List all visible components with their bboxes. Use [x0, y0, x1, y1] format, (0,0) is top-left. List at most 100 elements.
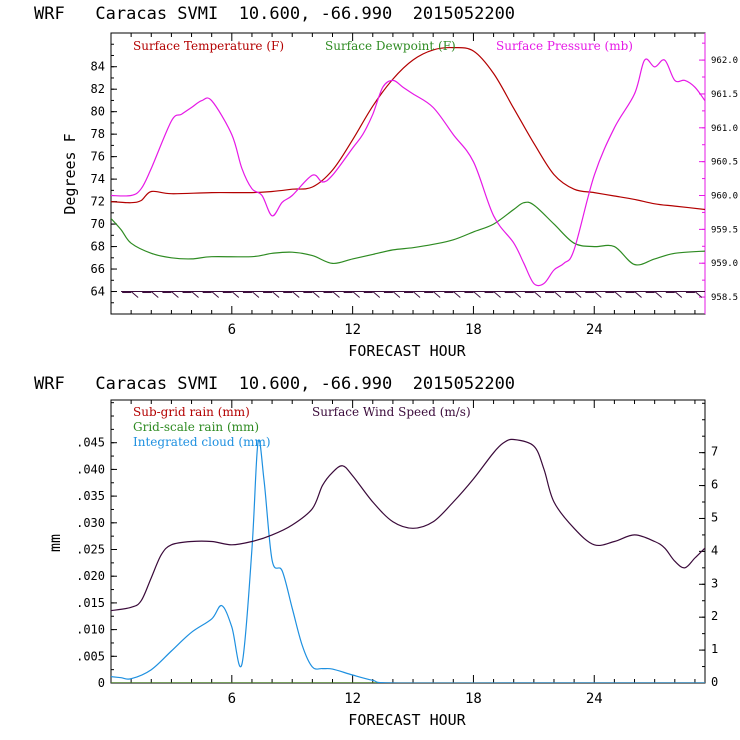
bottom-right-axis: 0 1 2 3 4 5 6 7: [699, 402, 718, 689]
bottom-left-axis: 0 .005 .010 .015 .020 .025 .030 .035 .040 .045: [76, 402, 117, 690]
wind-barb: [593, 291, 602, 298]
right-tick-label: 0: [711, 675, 718, 689]
wind-barb: [332, 291, 340, 298]
top-x-axis-label: FORECAST HOUR: [348, 342, 466, 360]
left-tick-label: .030: [76, 516, 105, 530]
wind-barb: [452, 291, 461, 298]
wind-barb: [130, 291, 139, 298]
x-tick-label: 12: [344, 691, 361, 707]
left-tick-label: .010: [76, 623, 105, 637]
wind-barbs: [121, 291, 705, 298]
left-tick-label: .015: [76, 596, 105, 610]
left-tick-label: 80: [91, 105, 105, 119]
left-tick-label: 0: [98, 676, 105, 690]
x-tick-label: 24: [586, 691, 603, 707]
left-tick-label: 70: [91, 217, 105, 231]
wind-barb: [171, 291, 179, 298]
right-tick-label: 961.5: [711, 90, 738, 100]
wind-barb: [513, 291, 522, 298]
left-tick-label: 72: [91, 195, 105, 209]
left-tick-label: .025: [76, 543, 105, 557]
wind-barb: [372, 291, 381, 298]
right-tick-label: 959.0: [711, 259, 738, 269]
wind-barb: [694, 291, 703, 298]
wind-barb: [533, 291, 542, 298]
left-tick-label: .005: [76, 649, 105, 663]
bottom-legend: Sub-grid rain (mm) Grid-scale rain (mm) …: [133, 405, 471, 449]
wind-barb: [150, 291, 159, 298]
x-tick-label: 24: [586, 322, 603, 338]
left-tick-label: 64: [91, 285, 105, 299]
x-tick-label: 6: [228, 322, 236, 338]
wind-barb: [573, 291, 582, 298]
wind-barb: [291, 291, 300, 298]
right-tick-label: 959.5: [711, 225, 738, 235]
wind-barb: [553, 291, 562, 298]
wind-barb: [352, 291, 360, 298]
right-tick-label: 962.0: [711, 56, 738, 66]
top-y-axis-label: Degrees F: [61, 133, 79, 214]
wind-barb: [191, 291, 199, 298]
left-tick-label: 82: [91, 82, 105, 96]
bottom-series-group: [111, 438, 705, 683]
left-tick-label: 76: [91, 150, 105, 164]
wind-barb: [312, 291, 320, 298]
left-tick-label: 84: [91, 60, 105, 74]
series-line-surface-temperature-f: [111, 46, 705, 211]
right-tick-label: 4: [711, 543, 718, 557]
left-tick-label: .020: [76, 569, 105, 583]
legend-integrated-cloud: Integrated cloud (mm): [133, 435, 271, 449]
legend-subgrid-rain: Sub-grid rain (mm): [133, 405, 250, 419]
wind-barb: [392, 291, 401, 298]
legend-gridscale-rain: Grid-scale rain (mm): [133, 420, 259, 434]
right-tick-label: 6: [711, 478, 718, 492]
legend-surface-pressure: Surface Pressure (mb): [496, 39, 633, 53]
series-line-integrated-cloud-mm: [111, 439, 705, 683]
right-tick-label: 7: [711, 445, 718, 459]
bottom-panel: WRF Caracas SVMI 10.600, -66.990 2015052…: [34, 374, 718, 729]
right-tick-label: 961.0: [711, 124, 738, 134]
right-tick-label: 958.5: [711, 293, 738, 303]
series-line-surface-pressure-mb: [111, 58, 705, 287]
wind-barb: [473, 291, 481, 298]
top-x-axis: 6 12 18 24: [130, 33, 696, 338]
left-tick-label: .040: [76, 462, 105, 476]
x-tick-label: 18: [465, 322, 482, 338]
top-plot-area: 64 66 68 70 72 74 76 78 80 82 84 958.5 959.0 959.5 96…: [91, 32, 738, 338]
wind-barb: [614, 291, 622, 298]
right-tick-label: 960.0: [711, 192, 738, 202]
top-plot-frame: [110, 32, 706, 315]
left-tick-label: 68: [91, 240, 105, 254]
legend-surface-wind-speed: Surface Wind Speed (m/s): [312, 405, 471, 419]
top-right-axis-ticks: 958.5 959.0 959.5 960.0 960.5 961.0 961.5 962.0: [699, 42, 738, 303]
top-legend: Surface Temperature (F) Surface Dewpoint…: [133, 39, 633, 53]
wind-barb: [251, 291, 260, 298]
top-panel-title: WRF Caracas SVMI 10.600, -66.990 2015052…: [34, 4, 515, 24]
legend-surface-dewpoint: Surface Dewpoint (F): [325, 39, 456, 53]
x-tick-label: 18: [465, 691, 482, 707]
right-tick-label: 5: [711, 510, 718, 524]
left-tick-label: 74: [91, 172, 105, 186]
right-tick-label: 960.5: [711, 158, 738, 168]
wind-barb: [432, 291, 441, 298]
wind-barb: [654, 291, 662, 298]
right-tick-label: 1: [711, 642, 718, 656]
wind-barb: [211, 291, 220, 298]
bottom-panel-title: WRF Caracas SVMI 10.600, -66.990 2015052…: [34, 374, 515, 394]
wind-barb: [674, 291, 683, 298]
right-tick-label: 3: [711, 576, 718, 590]
bottom-x-axis-label: FORECAST HOUR: [348, 711, 466, 729]
left-tick-label: .035: [76, 489, 105, 503]
wind-barb: [493, 291, 501, 298]
wind-barb: [412, 291, 421, 298]
bottom-plot-area: 0 .005 .010 .015 .020 .025 .030 .035 .040 .045 0 1…: [76, 399, 718, 707]
wind-barb: [271, 291, 280, 298]
top-series-group: [111, 46, 705, 287]
series-line-surface-wind-speed-m-s: [111, 438, 705, 612]
x-tick-label: 12: [344, 322, 361, 338]
series-line-surface-dewpoint-f: [111, 201, 705, 266]
left-tick-label: 78: [91, 127, 105, 141]
wind-barb: [231, 291, 240, 298]
left-tick-label: .045: [76, 436, 105, 450]
